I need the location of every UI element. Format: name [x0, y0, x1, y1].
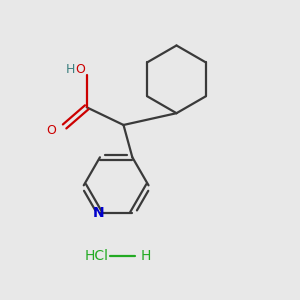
Text: H: H: [140, 249, 151, 263]
Text: O: O: [46, 124, 56, 137]
Text: N: N: [93, 206, 104, 220]
Text: H: H: [66, 62, 75, 76]
Text: HCl: HCl: [85, 249, 109, 263]
Text: O: O: [75, 63, 85, 76]
